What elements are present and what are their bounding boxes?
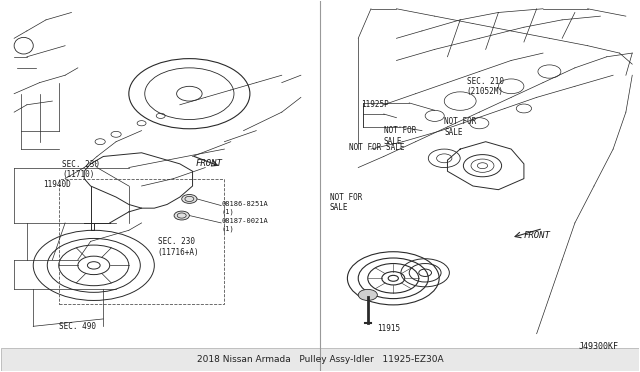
- Text: 11915: 11915: [378, 324, 401, 333]
- Text: NOT FOR
SALE: NOT FOR SALE: [444, 117, 477, 137]
- Text: 2018 Nissan Armada   Pulley Assy-Idler   11925-EZ30A: 2018 Nissan Armada Pulley Assy-Idler 119…: [196, 355, 444, 364]
- Text: 11940D: 11940D: [43, 180, 70, 189]
- Text: SEC. 490: SEC. 490: [59, 322, 96, 331]
- Text: NOT FOR
SALE: NOT FOR SALE: [330, 193, 362, 212]
- Text: 08187-0021A
(1): 08187-0021A (1): [221, 218, 268, 231]
- Bar: [1, 349, 639, 371]
- Text: FRONT: FRONT: [196, 159, 223, 169]
- Text: NOT FOR SALE: NOT FOR SALE: [349, 143, 404, 152]
- Text: 11925P: 11925P: [362, 100, 389, 109]
- Text: SEC. 210
(21052M): SEC. 210 (21052M): [467, 77, 504, 96]
- Text: SEC. 230
(11710): SEC. 230 (11710): [62, 160, 99, 179]
- Text: J49300KF: J49300KF: [578, 342, 618, 351]
- Circle shape: [182, 195, 197, 203]
- Text: SEC. 230
(11716+A): SEC. 230 (11716+A): [157, 237, 199, 257]
- Text: 08186-8251A
(1): 08186-8251A (1): [221, 201, 268, 215]
- Text: FRONT: FRONT: [524, 231, 551, 240]
- Circle shape: [358, 289, 378, 301]
- Circle shape: [174, 211, 189, 220]
- Text: NOT FOR
SALE: NOT FOR SALE: [384, 126, 416, 146]
